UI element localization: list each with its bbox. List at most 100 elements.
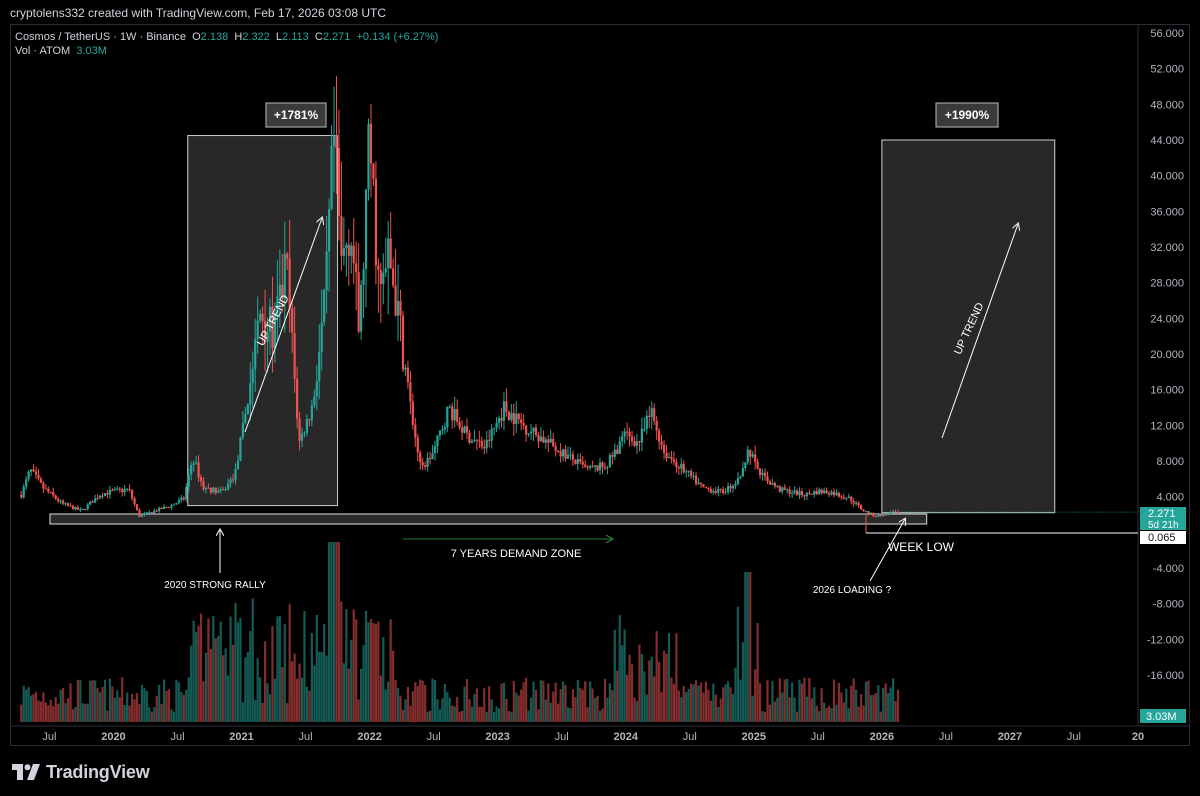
footer-bar [0,746,1200,796]
candle-body [52,492,55,496]
y-tick-label: 32.000 [1150,242,1184,254]
volume-bar [859,693,863,722]
volume-bar [158,684,161,722]
volume-bar [364,610,368,722]
candle-body [463,426,466,433]
candle-body [468,432,471,443]
candle-body [539,436,543,442]
volume-bar [529,697,533,722]
candle-body [362,268,365,285]
volume-bar [680,697,683,722]
volume-bar [864,681,868,722]
candle-body [584,464,587,467]
volume-bar [805,696,808,722]
y-tick-label: 28.000 [1150,278,1184,290]
bar-countdown: 5d 21h [1148,520,1179,531]
candle-body [123,489,126,493]
volume-bar [352,609,355,722]
volume-bar [271,626,274,722]
candle-body [160,507,163,509]
volume-bar [229,616,232,722]
candle-body [658,430,661,442]
candle-body [759,468,762,475]
tradingview-logo[interactable]: TradingView [12,762,150,782]
candle-body [638,441,641,443]
candle-body [808,492,811,494]
volume-bar [202,681,205,722]
candle-body [239,437,242,461]
volume-bar [411,691,414,722]
candle-body [98,495,102,499]
volume-bar [571,689,575,722]
candle-body [554,446,557,451]
candle-body [768,481,772,485]
volume-bar [108,678,112,722]
candle-body [714,491,717,493]
candle-body [488,439,491,441]
volume-bar [561,681,565,722]
volume-bar [579,688,582,722]
candle-body [172,504,176,506]
last-price-tag[interactable]: 2.271 5d 21h [1140,507,1186,531]
candle-body [323,290,326,323]
volume-tag[interactable]: 3.03M [1140,709,1186,723]
candle-body [507,411,510,420]
volume-bar [379,675,382,722]
volume-bar [628,654,631,722]
volume-bar [852,678,855,722]
candle-body [859,505,863,510]
candle-body [404,367,407,370]
week-low-price-tag[interactable]: 0.065 [1140,531,1186,544]
volume-bar [310,632,313,722]
volume-bar [295,678,299,722]
candle-body [108,489,112,495]
ohlc-legend[interactable]: Cosmos / TetherUS · 1W · Binance O2.138 … [15,31,438,43]
volume-bar [148,707,151,722]
volume-bar [436,699,439,722]
volume-bar [325,655,328,722]
volume-bar [217,636,220,722]
volume-bar [340,601,343,722]
volume-bar [842,702,845,722]
x-tick-label: Jul [1067,731,1081,743]
volume-bar [377,621,380,722]
volume-bar [286,703,289,722]
volume-bar [633,697,636,722]
volume-bar [433,679,437,722]
candle-body [162,506,166,509]
volume-bar [778,678,781,722]
candle-body [781,487,784,492]
volume-legend[interactable]: Vol · ATOM 3.03M [15,45,107,57]
candle-body [670,456,673,460]
price-axis[interactable]: 56.000 52.000 48.000 44.000 40.000 36.000 32.0… [1147,28,1184,682]
volume-bar [818,711,821,722]
volume-bar [98,692,102,722]
volume-bar [717,706,720,722]
volume-bar [463,686,466,722]
volume-bar [874,692,877,722]
volume-bar [704,681,708,722]
volume-bar [630,664,634,722]
candle-body [106,493,109,495]
candle-body [357,272,360,332]
candle-body [630,436,634,442]
candle-body [249,383,252,405]
volume-bar [690,683,693,722]
candle-body [827,493,831,495]
candle-body [446,406,449,428]
candle-body [798,491,801,496]
volume-bar [507,710,510,722]
candle-body [175,502,178,505]
candle-body [682,464,685,473]
candle-body [690,470,693,477]
candle-body [786,489,789,491]
volume-bar [453,706,456,722]
volume-bar [667,633,671,722]
volume-bar [47,705,50,722]
uptrend-arrow-1 [244,218,322,433]
volume-bar [598,710,602,722]
volume-bar [621,645,624,722]
volume-bar [480,706,483,722]
time-axis[interactable]: Jul 2020 Jul 2021 Jul 2022 Jul 2023 Jul 2024 Jul 20… [42,731,1144,743]
